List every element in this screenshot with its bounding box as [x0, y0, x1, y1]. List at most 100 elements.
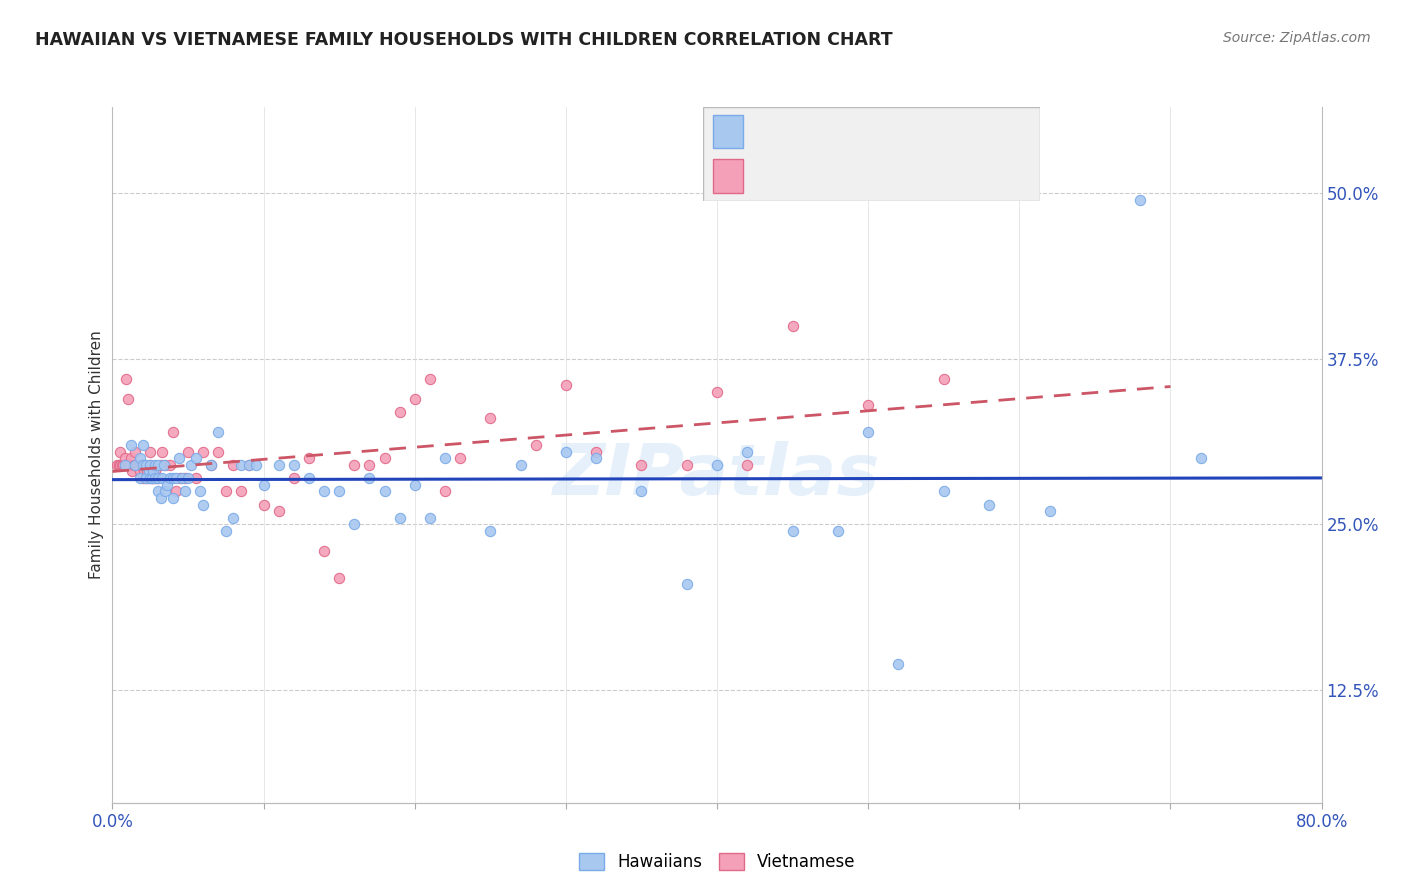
Point — [328, 484, 350, 499]
Text: 0.162: 0.162 — [811, 167, 866, 186]
Point — [139, 471, 162, 485]
Point — [782, 318, 804, 333]
Point — [374, 451, 396, 466]
Point — [139, 458, 162, 472]
Point — [314, 544, 336, 558]
Text: Source: ZipAtlas.com: Source: ZipAtlas.com — [1223, 31, 1371, 45]
Point — [215, 524, 238, 538]
Point — [135, 458, 157, 472]
Point — [105, 458, 128, 472]
Point — [143, 458, 166, 472]
FancyBboxPatch shape — [713, 160, 744, 194]
Text: N =: N = — [912, 168, 949, 186]
Point — [138, 465, 160, 479]
Point — [142, 465, 165, 479]
Point — [149, 491, 172, 505]
Point — [127, 458, 149, 472]
Point — [328, 570, 350, 584]
Point — [138, 471, 160, 485]
Point — [165, 471, 187, 485]
Point — [737, 458, 759, 472]
Point — [143, 471, 166, 485]
Point — [554, 444, 576, 458]
Point — [146, 471, 169, 485]
Point — [479, 411, 502, 425]
Point — [207, 425, 229, 439]
Point — [207, 444, 229, 458]
Point — [139, 444, 162, 458]
Point — [135, 471, 157, 485]
Point — [128, 458, 150, 472]
Point — [162, 471, 184, 485]
Point — [136, 465, 159, 479]
Point — [117, 458, 139, 472]
Y-axis label: Family Households with Children: Family Households with Children — [89, 331, 104, 579]
Point — [283, 471, 305, 485]
Point — [146, 458, 169, 472]
Point — [159, 471, 181, 485]
Point — [174, 471, 197, 485]
Point — [856, 398, 880, 412]
Point — [135, 471, 157, 485]
Point — [141, 471, 163, 485]
Point — [524, 438, 547, 452]
Point — [388, 405, 411, 419]
Point — [404, 392, 426, 406]
Point — [419, 511, 441, 525]
Point — [359, 458, 381, 472]
Point — [132, 438, 155, 452]
Point — [1129, 193, 1152, 207]
FancyBboxPatch shape — [713, 114, 744, 148]
Text: N =: N = — [912, 122, 949, 140]
Point — [155, 458, 177, 472]
Point — [191, 444, 214, 458]
Point — [188, 484, 211, 499]
Point — [856, 425, 880, 439]
Point — [155, 484, 177, 499]
Point — [114, 458, 136, 472]
Point — [159, 458, 181, 472]
Point — [267, 504, 290, 518]
Point — [139, 458, 162, 472]
Point — [184, 451, 207, 466]
Point — [124, 458, 146, 472]
Point — [706, 458, 728, 472]
Point — [153, 458, 176, 472]
Point — [167, 451, 190, 466]
FancyBboxPatch shape — [703, 107, 1040, 201]
Text: 73: 73 — [973, 121, 998, 140]
Point — [128, 451, 150, 466]
Point — [112, 458, 135, 472]
Point — [630, 484, 652, 499]
Point — [165, 484, 187, 499]
Text: HAWAIIAN VS VIETNAMESE FAMILY HOUSEHOLDS WITH CHILDREN CORRELATION CHART: HAWAIIAN VS VIETNAMESE FAMILY HOUSEHOLDS… — [35, 31, 893, 49]
Point — [343, 517, 366, 532]
Point — [267, 458, 290, 472]
Point — [215, 484, 238, 499]
Point — [419, 372, 441, 386]
Point — [141, 471, 163, 485]
Point — [110, 458, 132, 472]
Point — [142, 471, 165, 485]
Point — [134, 465, 156, 479]
Point — [146, 471, 169, 485]
Point — [479, 524, 502, 538]
Point — [120, 438, 142, 452]
Point — [132, 458, 155, 472]
Point — [124, 444, 146, 458]
Point — [146, 484, 169, 499]
Point — [253, 498, 276, 512]
Point — [169, 471, 191, 485]
Point — [143, 465, 166, 479]
Point — [229, 458, 252, 472]
Point — [932, 484, 955, 499]
Point — [737, 444, 759, 458]
Point — [433, 484, 456, 499]
Point — [554, 378, 576, 392]
Point — [115, 372, 138, 386]
Point — [630, 458, 652, 472]
Point — [238, 458, 260, 472]
Point — [388, 511, 411, 525]
Point — [238, 458, 260, 472]
Point — [222, 511, 245, 525]
